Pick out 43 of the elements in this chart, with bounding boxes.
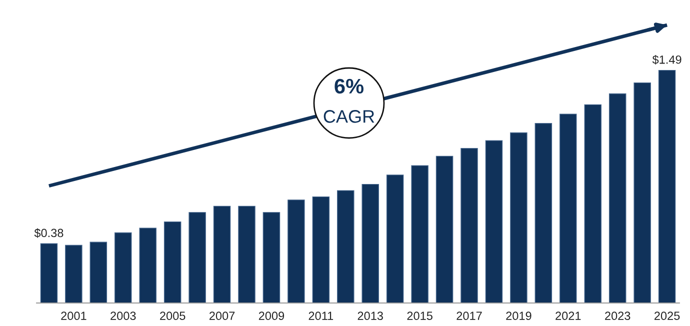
x-tick-label: 2001 [61, 312, 86, 320]
bar [238, 206, 256, 303]
x-tick-label: 2021 [556, 312, 581, 320]
bar [164, 221, 182, 303]
data-label: $1.49 [652, 54, 682, 65]
bar [608, 93, 626, 303]
x-tick-label: 2009 [258, 312, 284, 320]
bar [510, 132, 528, 303]
x-tick-label: 2005 [160, 312, 186, 320]
annotation: 6% [334, 78, 364, 94]
bar [658, 70, 676, 303]
x-tick-label: 2011 [308, 312, 334, 320]
bar [40, 243, 58, 303]
bar [90, 242, 108, 303]
bar [139, 228, 156, 303]
x-tick-label: 2013 [358, 312, 383, 320]
bar [436, 156, 454, 303]
bar [362, 184, 379, 303]
data-label: $0.38 [34, 228, 64, 238]
x-tick-label: 2003 [110, 312, 136, 320]
x-tick-label: 2015 [407, 312, 432, 320]
bar [560, 114, 577, 303]
bar [386, 174, 404, 303]
bar [312, 196, 330, 303]
annotation: CAGR [324, 110, 374, 123]
x-tick-label: 2019 [506, 312, 532, 320]
bar [114, 232, 132, 303]
x-tick-label: 2017 [456, 312, 482, 320]
bar [288, 200, 305, 303]
bar [262, 212, 280, 303]
bar [65, 244, 82, 303]
bar [460, 148, 478, 303]
bar [534, 123, 552, 303]
x-tick-label: 2025 [654, 312, 680, 320]
bar [485, 140, 503, 303]
bar [213, 206, 231, 303]
bar [584, 104, 602, 303]
x-tick-label: 2007 [209, 312, 235, 320]
x-tick-label: 2023 [605, 312, 630, 320]
bar [411, 165, 428, 303]
bar [188, 212, 206, 303]
bar [337, 190, 354, 303]
bar [634, 82, 651, 303]
